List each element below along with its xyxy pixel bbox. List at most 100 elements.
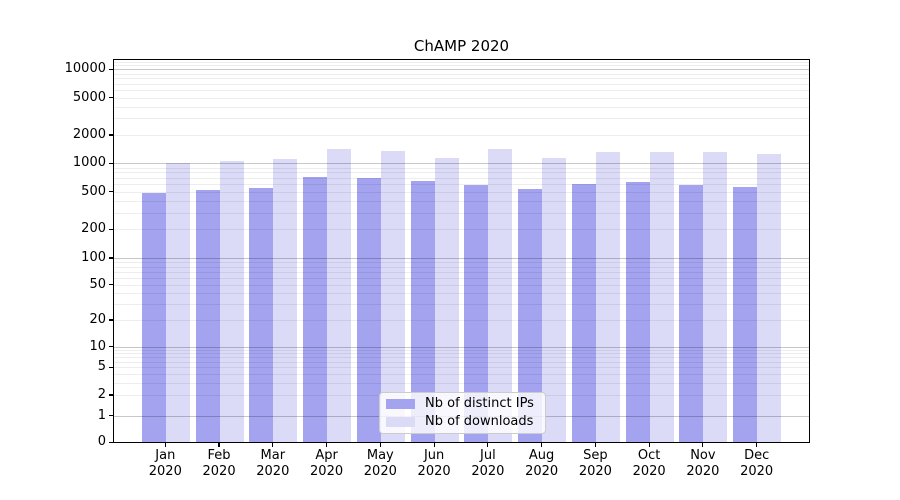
legend: Nb of distinct IPs Nb of downloads: [379, 392, 546, 434]
legend-swatch-distinct-ips: [386, 399, 415, 409]
y-tick-label: 2000: [72, 127, 106, 142]
y-tick-mark: [109, 284, 113, 286]
y-tick-mark: [109, 346, 113, 348]
bar-distinct-ips-may: [356, 177, 381, 442]
y-tick-mark: [109, 228, 113, 231]
bar-downloads-apr: [327, 149, 352, 442]
bar-distinct-ips-mar: [249, 188, 274, 442]
legend-label: Nb of distinct IPs: [425, 396, 534, 411]
y-tick-mark: [109, 319, 113, 321]
y-tick-mark: [109, 415, 113, 417]
x-tick-mark: [702, 443, 704, 447]
x-tick-label-month: Mar: [260, 448, 286, 463]
y-tick-mark: [109, 257, 113, 259]
x-tick-label: Mar 2020: [241, 448, 305, 480]
bar-downloads-jan: [165, 162, 190, 442]
x-tick-label-month: Jun: [423, 448, 445, 463]
legend-item: Nb of distinct IPs: [386, 397, 545, 411]
x-tick-label-year: 2020: [256, 464, 290, 479]
y-tick-label: 0: [97, 434, 106, 450]
x-tick-label: Feb 2020: [187, 448, 251, 480]
x-tick-mark: [272, 443, 274, 447]
y-tick-mark: [109, 441, 113, 443]
x-tick-label-year: 2020: [202, 464, 236, 479]
x-tick-label: Jun 2020: [402, 448, 466, 480]
x-tick-label: Nov 2020: [671, 448, 735, 480]
x-tick-label-year: 2020: [578, 464, 612, 479]
x-tick-label: May 2020: [348, 448, 412, 480]
bar-distinct-ips-sep: [571, 184, 596, 442]
legend-item: Nb of downloads: [386, 415, 545, 429]
x-tick-label: Dec 2020: [725, 448, 789, 480]
x-tick-label-year: 2020: [310, 464, 344, 479]
x-tick-label-year: 2020: [525, 464, 559, 479]
x-tick-label-year: 2020: [417, 464, 451, 479]
x-tick-mark: [648, 443, 650, 447]
y-tick-label: 1000: [72, 155, 106, 171]
x-tick-mark: [218, 443, 220, 447]
x-tick-label-month: Dec: [744, 448, 770, 463]
bar-downloads-aug: [542, 158, 567, 442]
x-tick-label-month: Jul: [480, 448, 496, 463]
y-tick-mark: [109, 162, 113, 164]
y-tick-label: 1: [97, 407, 106, 423]
x-tick-mark: [756, 443, 758, 447]
chart-title: ChAMP 2020: [413, 37, 510, 55]
x-tick-label: Apr 2020: [295, 448, 359, 480]
bar-downloads-feb: [219, 161, 244, 442]
legend-swatch-downloads: [386, 417, 415, 427]
x-tick-mark: [541, 443, 543, 447]
bar-downloads-mar: [273, 159, 298, 442]
y-tick-label: 10: [89, 338, 106, 354]
x-tick-label-year: 2020: [363, 464, 397, 479]
x-tick-mark: [487, 443, 489, 447]
bar-distinct-ips-feb: [195, 189, 220, 442]
bar-distinct-ips-dec: [733, 187, 758, 442]
x-tick-label-month: Oct: [637, 448, 661, 463]
x-tick-label-month: Nov: [690, 448, 716, 463]
bar-downloads-oct: [649, 152, 674, 442]
bar-distinct-ips-jan: [141, 192, 166, 442]
y-tick-mark: [109, 191, 113, 193]
y-tick-mark: [109, 68, 113, 70]
x-tick-label: Jan 2020: [133, 448, 197, 480]
y-tick-label: 100: [81, 250, 106, 265]
y-tick-mark: [109, 134, 113, 136]
legend-label: Nb of downloads: [425, 414, 534, 429]
plot-area: [113, 59, 810, 443]
x-tick-label-month: Feb: [207, 448, 231, 463]
y-tick-label: 500: [81, 183, 106, 199]
x-tick-label-month: May: [366, 448, 394, 463]
x-tick-label-year: 2020: [471, 464, 505, 479]
bar-downloads-nov: [703, 151, 728, 442]
x-tick-label: Sep 2020: [563, 448, 627, 480]
bar-downloads-dec: [757, 154, 782, 442]
y-tick-mark: [109, 366, 113, 369]
x-tick-mark: [164, 443, 166, 447]
y-tick-label: 10000: [64, 61, 106, 77]
x-tick-label-year: 2020: [740, 464, 774, 479]
x-tick-label-month: Aug: [528, 448, 555, 463]
x-tick-label-month: Jan: [155, 448, 176, 463]
y-tick-mark: [109, 96, 113, 99]
x-tick-label: Aug 2020: [510, 448, 574, 480]
bar-distinct-ips-oct: [625, 182, 650, 442]
y-tick-label: 50: [89, 276, 106, 292]
y-tick-label: 5: [97, 359, 106, 375]
x-tick-label-month: Sep: [583, 448, 608, 463]
x-tick-mark: [433, 443, 435, 447]
y-tick-label: 5000: [72, 89, 106, 105]
bar-downloads-sep: [595, 152, 620, 442]
bar-distinct-ips-apr: [303, 176, 328, 442]
x-tick-mark: [325, 443, 328, 447]
x-tick-mark: [379, 443, 381, 447]
bar-distinct-ips-nov: [679, 184, 704, 442]
x-tick-label-year: 2020: [148, 464, 182, 479]
x-tick-label-year: 2020: [632, 464, 666, 479]
x-tick-label: Oct 2020: [617, 448, 681, 480]
x-tick-label: Jul 2020: [456, 448, 520, 480]
y-tick-label: 200: [81, 221, 106, 237]
x-tick-mark: [594, 443, 596, 447]
x-tick-label-year: 2020: [686, 464, 720, 479]
